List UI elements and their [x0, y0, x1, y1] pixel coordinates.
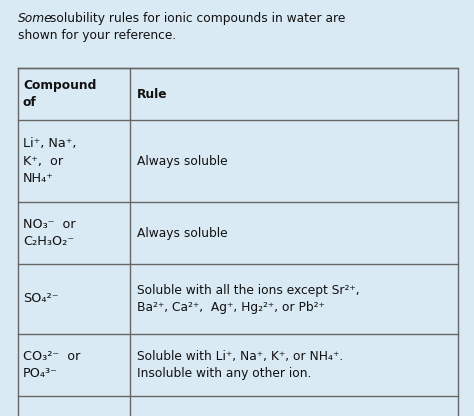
Text: Some: Some	[18, 12, 53, 25]
Text: Li⁺, Na⁺,
K⁺,  or
NH₄⁺: Li⁺, Na⁺, K⁺, or NH₄⁺	[23, 138, 76, 185]
Text: Always soluble: Always soluble	[137, 226, 228, 240]
Text: SO₄²⁻: SO₄²⁻	[23, 292, 58, 305]
Text: shown for your reference.: shown for your reference.	[18, 29, 176, 42]
Text: Soluble with all the ions except Sr²⁺,
Ba²⁺, Ca²⁺,  Ag⁺, Hg₂²⁺, or Pb²⁺: Soluble with all the ions except Sr²⁺, B…	[137, 284, 360, 314]
Text: solubility rules for ionic compounds in water are: solubility rules for ionic compounds in …	[46, 12, 346, 25]
Text: NO₃⁻  or
C₂H₃O₂⁻: NO₃⁻ or C₂H₃O₂⁻	[23, 218, 76, 248]
Text: Compound
of: Compound of	[23, 79, 96, 109]
Text: CO₃²⁻  or
PO₄³⁻: CO₃²⁻ or PO₄³⁻	[23, 350, 81, 380]
Text: Always soluble: Always soluble	[137, 154, 228, 168]
Text: Soluble with Li⁺, Na⁺, K⁺, or NH₄⁺.
Insoluble with any other ion.: Soluble with Li⁺, Na⁺, K⁺, or NH₄⁺. Inso…	[137, 350, 343, 380]
Text: Rule: Rule	[137, 87, 168, 101]
